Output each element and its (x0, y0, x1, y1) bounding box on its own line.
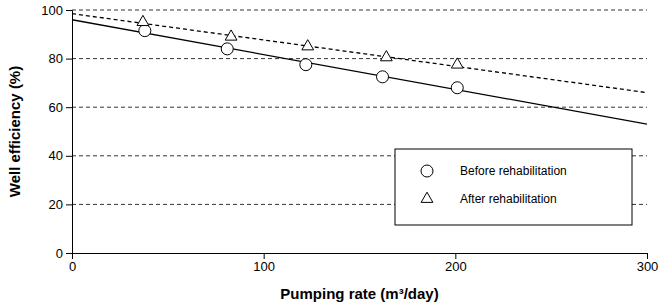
point (139, 25, 151, 37)
tick: 100 (253, 253, 275, 274)
tick-label: 0 (69, 259, 76, 274)
tick-mark (66, 253, 72, 254)
tick-mark (66, 10, 72, 11)
legend-marker (421, 192, 433, 202)
point (377, 71, 389, 83)
tick: 60 (49, 100, 72, 115)
grid-line (72, 58, 647, 59)
tick-mark (66, 204, 72, 205)
point (221, 43, 233, 55)
tick-mark (66, 107, 72, 108)
trend-line (72, 20, 647, 124)
tick: 20 (49, 197, 72, 212)
legend-label: After rehabilitation (460, 192, 557, 206)
tick-mark (66, 156, 72, 157)
tick-label: 100 (253, 259, 275, 274)
y-axis: 0 20 40 60 80 100 (41, 3, 72, 261)
x-axis: 0 100 200 300 (69, 253, 658, 274)
tick: 40 (49, 148, 72, 163)
chart: 0 100 200 300 0 20 40 60 80 100 Before rehabilitat… (0, 0, 662, 307)
tick: 100 (41, 3, 72, 18)
point (137, 15, 149, 25)
grid-line (72, 107, 647, 108)
tick-label: 40 (49, 148, 63, 163)
grid (72, 10, 647, 204)
marks (72, 14, 647, 125)
point (380, 51, 392, 61)
tick-label: 80 (49, 51, 63, 66)
point (300, 59, 312, 71)
grid-line (72, 10, 647, 11)
tick: 0 (56, 246, 72, 261)
tick-mark (66, 59, 72, 60)
axis-line (73, 254, 648, 260)
legend-marker (421, 165, 433, 177)
point (225, 30, 237, 40)
tick-label: 0 (56, 246, 63, 261)
tick-mark (455, 253, 456, 259)
tick: 200 (445, 253, 467, 274)
plot: 0 100 200 300 0 20 40 60 80 100 Before rehabilitat… (41, 3, 658, 275)
tick-label: 20 (49, 197, 63, 212)
x-axis-title: Pumping rate (m³/day) (280, 285, 438, 302)
tick-label: 200 (445, 259, 467, 274)
axis-line (66, 11, 73, 254)
tick-label: 60 (49, 100, 63, 115)
legend-box (395, 149, 632, 225)
tick: 300 (637, 253, 659, 274)
tick-label: 300 (637, 259, 659, 274)
legend-label: Before rehabilitation (460, 164, 567, 178)
legend: Before rehabilitation After rehabilitatio… (395, 149, 632, 225)
y-axis-title: Well efficiency (%) (6, 66, 23, 197)
point (302, 40, 314, 50)
tick: 0 (69, 253, 76, 274)
point (451, 82, 463, 94)
trend-line (72, 14, 647, 93)
tick-mark (647, 253, 648, 259)
point (451, 58, 463, 68)
tick: 80 (49, 51, 72, 66)
tick-label: 100 (41, 3, 63, 18)
tick-mark (264, 253, 265, 259)
